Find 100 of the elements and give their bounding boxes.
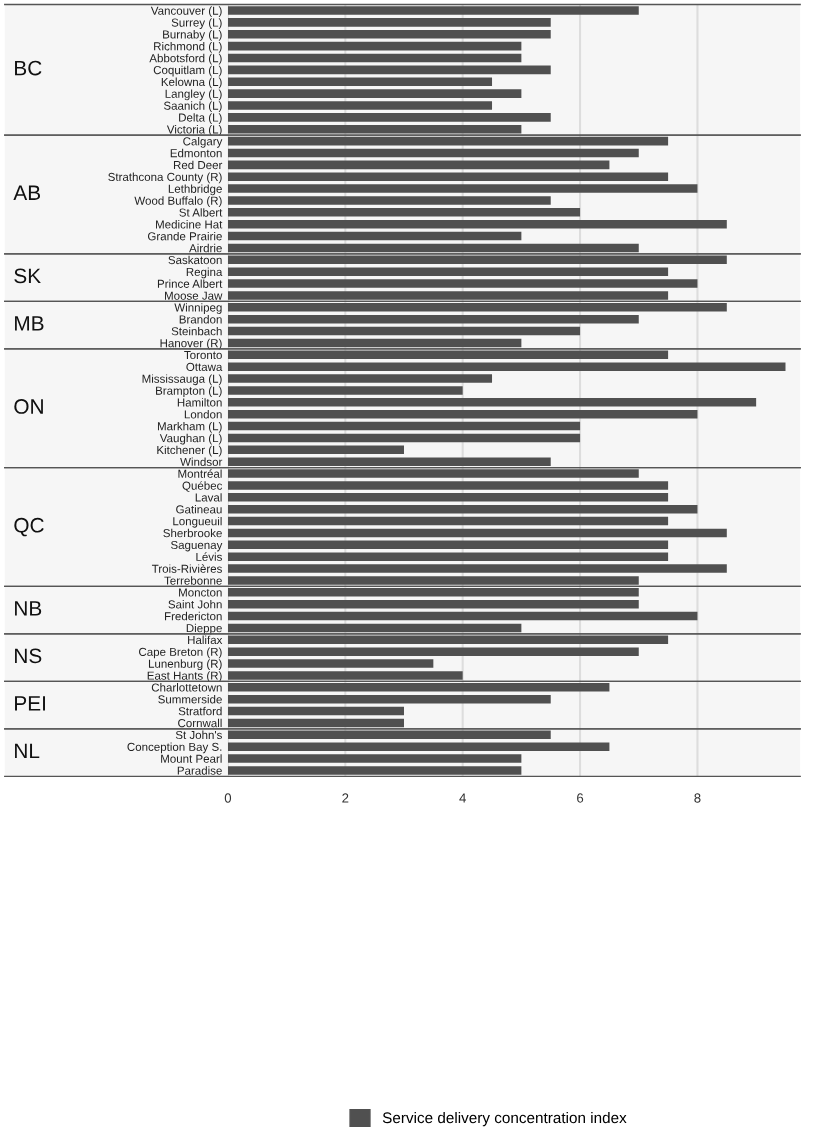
bar bbox=[227, 409, 698, 419]
y-tick-label: St John's bbox=[175, 730, 222, 740]
bar bbox=[227, 29, 551, 39]
y-tick-label: Brandon bbox=[179, 315, 222, 324]
y-tick-label: Kitchener (L) bbox=[157, 445, 222, 457]
bar bbox=[227, 89, 522, 98]
y-tick-label: Lethbridge bbox=[168, 184, 222, 196]
bar bbox=[227, 172, 669, 181]
y-tick-label: Lunenburg (R) bbox=[148, 659, 222, 671]
x-tick-label: 6 bbox=[577, 793, 584, 803]
y-tick-label: Longueuil bbox=[173, 516, 222, 528]
y-tick-label: Richmond (L) bbox=[154, 41, 222, 53]
bar bbox=[227, 18, 551, 27]
x-tick-label: 8 bbox=[694, 793, 701, 803]
y-tick-label: Lévis bbox=[196, 552, 222, 561]
y-tick-label: Vaughan (L) bbox=[159, 433, 222, 445]
y-tick-label: Mount Pearl bbox=[161, 754, 222, 763]
bar bbox=[227, 706, 404, 716]
bar bbox=[227, 659, 434, 668]
bar bbox=[227, 160, 610, 170]
y-tick-label: Markham (L) bbox=[157, 421, 222, 433]
x-tick-label: 4 bbox=[459, 793, 466, 803]
y-tick-label: Saanich (L) bbox=[163, 101, 222, 113]
y-tick-label: Langley (L) bbox=[165, 89, 222, 101]
bar bbox=[227, 398, 757, 407]
bar bbox=[227, 742, 610, 751]
y-tick-label: Surrey (L) bbox=[171, 18, 222, 29]
bar bbox=[227, 481, 669, 490]
y-tick-label: Burnaby (L) bbox=[163, 30, 222, 41]
y-tick-label: Québec bbox=[182, 481, 223, 492]
y-tick-label: Calgary bbox=[183, 136, 223, 148]
y-tick-label: Hamilton bbox=[177, 398, 222, 407]
y-tick-label: Saint John bbox=[168, 600, 222, 609]
y-tick-label: Steinbach bbox=[171, 326, 222, 336]
y-tick-label: Cornwall bbox=[178, 718, 222, 728]
band-label: AB bbox=[13, 185, 41, 200]
bar bbox=[227, 219, 727, 229]
bar bbox=[227, 184, 698, 193]
bar bbox=[227, 41, 522, 51]
band-label: NB bbox=[15, 601, 42, 616]
y-tick-label: Montréal bbox=[178, 469, 222, 478]
y-tick-label: Grande Prairie bbox=[147, 231, 222, 241]
y-tick-label: Edmonton bbox=[170, 148, 222, 158]
y-tick-label: Cape Breton (R) bbox=[139, 647, 222, 659]
bar bbox=[227, 504, 698, 514]
y-tick-label: Ottawa bbox=[186, 362, 223, 371]
y-tick-label: Fredericton bbox=[165, 611, 222, 621]
bar bbox=[227, 231, 522, 241]
y-tick-label: Laval bbox=[195, 493, 222, 502]
y-tick-label: Dieppe bbox=[186, 623, 222, 635]
band-label: MB bbox=[15, 316, 44, 331]
y-tick-label: Regina bbox=[186, 267, 223, 279]
y-tick-label: Saskatoon bbox=[168, 255, 222, 265]
y-tick-label: Toronto bbox=[184, 351, 222, 360]
band-label: PEI bbox=[15, 696, 45, 711]
legend-label: Service delivery concentration index bbox=[382, 1111, 627, 1127]
x-tick-label: 2 bbox=[342, 793, 349, 803]
y-tick-label: Airdrie bbox=[189, 243, 222, 253]
band-label: ON bbox=[14, 399, 43, 414]
bar bbox=[227, 433, 581, 443]
y-tick-label: Strathcona County (R) bbox=[108, 172, 222, 184]
x-tick-label: 0 bbox=[224, 793, 232, 803]
bar bbox=[227, 564, 727, 573]
bar bbox=[227, 599, 639, 609]
y-tick-label: Delta (L) bbox=[179, 113, 222, 124]
bar bbox=[227, 148, 639, 158]
bar bbox=[227, 445, 404, 455]
bar bbox=[227, 493, 669, 502]
y-tick-label: Coquitlam (L) bbox=[153, 65, 222, 77]
bar bbox=[227, 374, 493, 383]
band-label: SK bbox=[14, 268, 41, 284]
y-tick-label: Kelowna (L) bbox=[161, 77, 222, 89]
y-tick-label: Wood Buffalo (R) bbox=[134, 196, 222, 208]
y-tick-label: Mississauga (L) bbox=[142, 374, 222, 386]
y-tick-label: Paradise bbox=[177, 766, 222, 775]
y-tick-label: Hanover (R) bbox=[160, 338, 222, 350]
bar bbox=[227, 611, 698, 621]
bar bbox=[227, 65, 551, 75]
bar bbox=[227, 113, 551, 122]
bar bbox=[227, 540, 669, 550]
y-tick-label: Prince Albert bbox=[157, 279, 223, 288]
y-tick-label: Halifax bbox=[188, 635, 223, 645]
y-tick-label: Stratford bbox=[178, 706, 222, 716]
y-tick-label: Medicine Hat bbox=[156, 220, 223, 229]
bar bbox=[227, 326, 581, 336]
y-tick-label: London bbox=[184, 410, 222, 419]
y-tick-label: Moose Jaw bbox=[165, 291, 223, 300]
y-tick-label: Sherbrooke bbox=[163, 528, 222, 538]
y-tick-label: Conception Bay S. bbox=[127, 742, 222, 754]
y-tick-label: Moncton bbox=[179, 588, 222, 597]
y-tick-label: Brampton (L) bbox=[156, 386, 222, 398]
bar bbox=[227, 314, 639, 324]
y-tick-label: Victoria (L) bbox=[166, 125, 222, 136]
bar bbox=[227, 694, 551, 704]
bar bbox=[227, 516, 669, 526]
bar bbox=[227, 77, 493, 87]
y-tick-label: Red Deer bbox=[173, 160, 223, 170]
bar bbox=[227, 647, 639, 656]
bar bbox=[227, 754, 522, 763]
band-label: BC bbox=[15, 60, 42, 76]
